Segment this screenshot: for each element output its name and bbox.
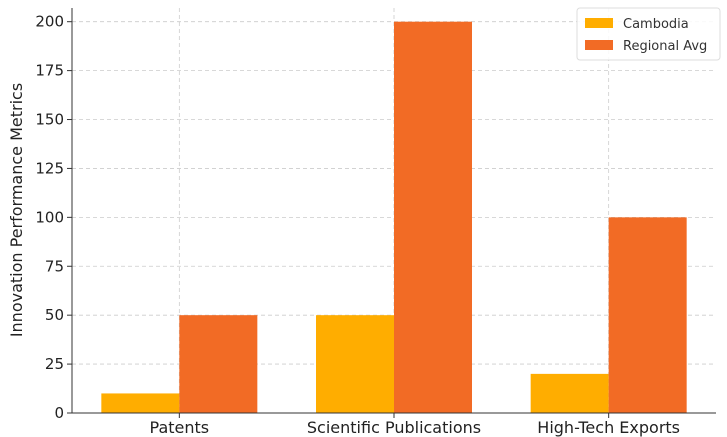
legend-label: Cambodia [623,17,689,32]
x-ticks: Patents Scientific Publications High-Tech … [150,413,680,437]
bar-regional-avg [608,217,687,413]
x-tick-label: High-Tech Exports [537,418,680,437]
bar-cambodia [530,373,609,413]
bar-cambodia [101,393,180,413]
bar-cambodia [316,315,394,413]
legend-label: Regional Avg [623,39,707,54]
y-tick-label: 125 [35,159,64,177]
x-tick-label: Patents [150,418,210,437]
y-tick-label: 150 [35,111,64,129]
y-axis-label: Innovation Performance Metrics [7,83,26,337]
y-tick-label: 25 [45,355,64,373]
bar-regional-avg [179,315,258,413]
x-tick-label: Scientific Publications [307,418,481,437]
bar-regional-avg [394,21,472,414]
y-ticks: 0 25 50 75 100 125 150 175 200 [35,13,72,422]
y-tick-label: 200 [35,13,64,31]
legend: Cambodia Regional Avg [576,7,721,61]
legend-swatch [585,40,613,50]
y-tick-label: 50 [45,306,64,324]
y-tick-label: 175 [35,62,64,80]
legend-swatch [585,18,613,28]
y-tick-label: 100 [35,208,64,226]
y-tick-label: 75 [45,257,64,275]
bars [101,21,687,414]
y-tick-label: 0 [54,404,64,422]
